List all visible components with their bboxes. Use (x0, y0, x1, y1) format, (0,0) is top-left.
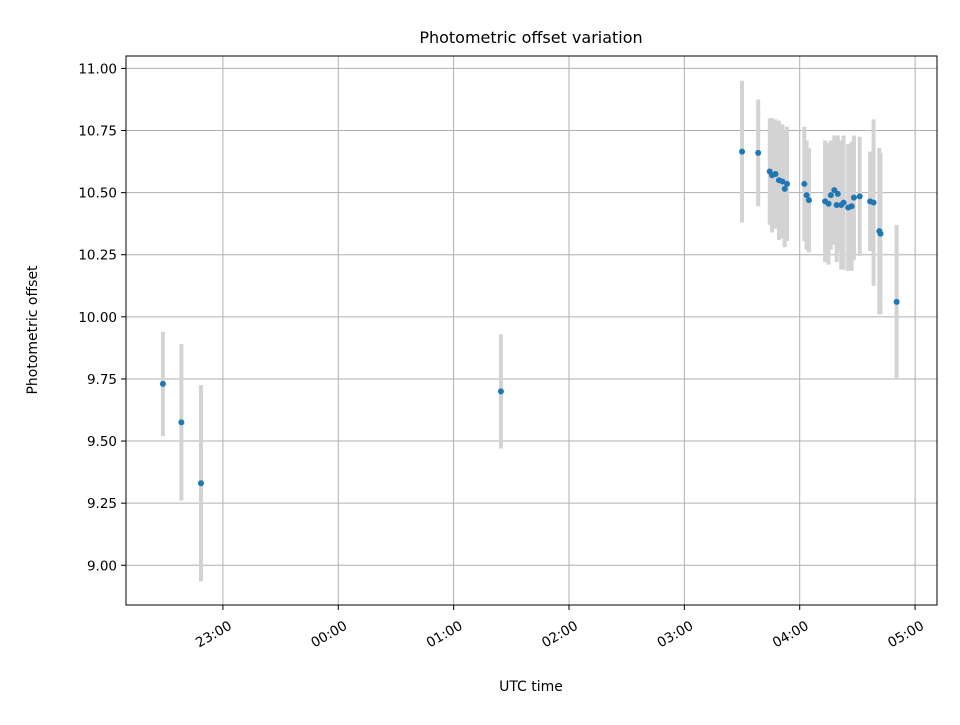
data-point (803, 192, 810, 199)
x-tick-label: 02:00 (539, 618, 581, 651)
y-axis-ticks: 9.00 9.25 9.50 9.75 10.00 10.25 10.50 10.75 11.0… (78, 61, 126, 574)
x-axis-ticks: 23:00 00:00 01:00 02:00 03:00 04:00 05:00 (193, 605, 927, 651)
plot-frame (125, 55, 938, 606)
data-point (739, 148, 746, 155)
data-point (893, 298, 900, 305)
data-point (848, 203, 855, 210)
x-tick-label: 05:00 (885, 618, 927, 651)
error-bars (160, 80, 899, 582)
data-point (856, 193, 863, 200)
x-tick-label: 04:00 (770, 618, 812, 651)
data-point (833, 202, 840, 209)
data-point (779, 178, 786, 185)
data-point (784, 180, 791, 187)
data-points (159, 148, 900, 487)
data-point (825, 200, 832, 207)
x-tick-label: 03:00 (654, 618, 696, 651)
y-axis-label: Photometric offset (25, 265, 41, 395)
data-point (497, 388, 504, 395)
data-point (870, 199, 877, 206)
y-tick-label: 9.50 (87, 434, 117, 450)
data-point (159, 380, 166, 387)
y-tick-label: 10.50 (78, 186, 117, 202)
y-tick-label: 9.75 (87, 372, 117, 388)
data-point (877, 230, 884, 237)
y-tick-label: 11.00 (78, 61, 117, 77)
x-tick-label: 00:00 (308, 618, 350, 651)
data-point (850, 194, 857, 201)
x-tick-label: 23:00 (193, 618, 235, 651)
x-axis-label: UTC time (499, 679, 563, 695)
y-tick-label: 10.75 (78, 124, 117, 140)
x-tick-label: 01:00 (424, 618, 466, 651)
data-point (772, 170, 779, 177)
grid (126, 56, 937, 605)
data-point (197, 480, 204, 487)
data-point (178, 419, 185, 426)
y-tick-label: 10.00 (78, 310, 117, 326)
data-point (801, 180, 808, 187)
y-tick-label: 10.25 (78, 248, 117, 264)
y-tick-label: 9.25 (87, 496, 117, 512)
chart-title: Photometric offset variation (419, 28, 642, 47)
y-tick-label: 9.00 (87, 558, 117, 574)
data-point (781, 185, 788, 192)
data-point (827, 192, 834, 199)
data-point (805, 197, 812, 204)
data-point (755, 149, 762, 156)
data-point (840, 199, 847, 206)
data-point (834, 190, 841, 197)
